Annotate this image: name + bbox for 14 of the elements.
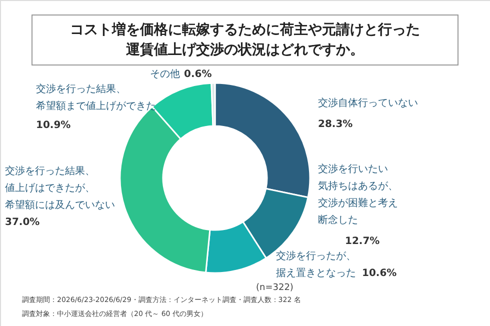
- data-label: 10.6%: [362, 268, 397, 279]
- chart-title: コスト増を価格に転嫁するために荷主や元請けと行った運賃値上げ交渉の状況はどれですか。: [70, 21, 420, 58]
- slice-label: 交渉を行った結果、希望額まで値上げができた: [36, 83, 156, 112]
- slice-label: 交渉を行ったが、据え置きとなった: [276, 250, 356, 279]
- data-label: 10.9%: [36, 120, 71, 131]
- slice-label: 交渉自体行っていない: [318, 97, 418, 109]
- slice-label: 交渉を行った結果、値上げはできたが、希望額には及んでいない: [5, 165, 115, 211]
- slice-label: 交渉を行いたい気持ちはあるが、交渉が困難と考え断念した: [318, 163, 398, 226]
- data-label: 0.6%: [184, 69, 212, 80]
- data-label: 37.0%: [5, 217, 40, 228]
- data-label: 28.3%: [318, 119, 353, 130]
- text: (n=322): [256, 283, 294, 293]
- data-label: 12.7%: [345, 236, 380, 247]
- slice-label: その他: [150, 68, 180, 80]
